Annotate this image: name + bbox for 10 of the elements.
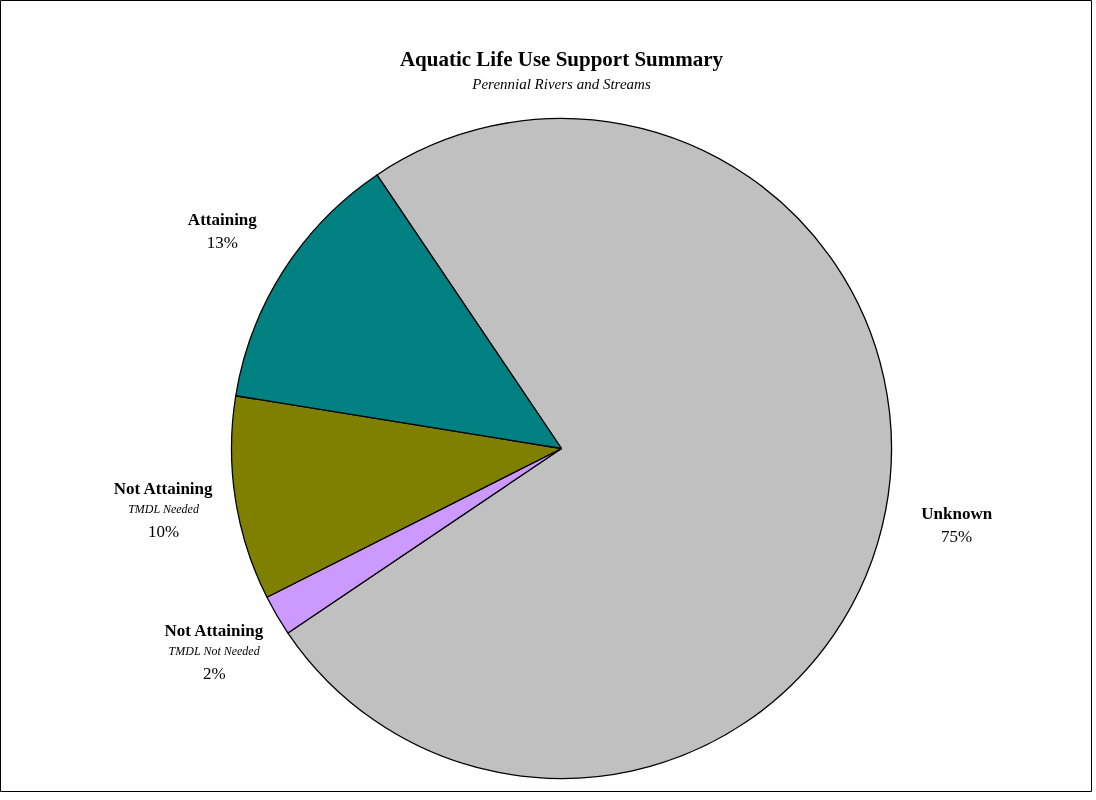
chart-title: Aquatic Life Use Support Summary (399, 46, 724, 71)
data-label: 75% (941, 526, 973, 546)
slice-label: Attaining (187, 210, 258, 230)
slice-label: Not Attaining TMDL Needed (113, 478, 214, 517)
data-label: 10% (148, 521, 180, 541)
data-label: 13% (206, 233, 238, 253)
slice-label: Unknown (921, 503, 993, 523)
slice-label: Not Attaining TMDL Not Needed (164, 620, 264, 659)
data-label: 2% (202, 663, 226, 683)
chart-subtitle: Perennial Rivers and Streams (471, 75, 651, 92)
